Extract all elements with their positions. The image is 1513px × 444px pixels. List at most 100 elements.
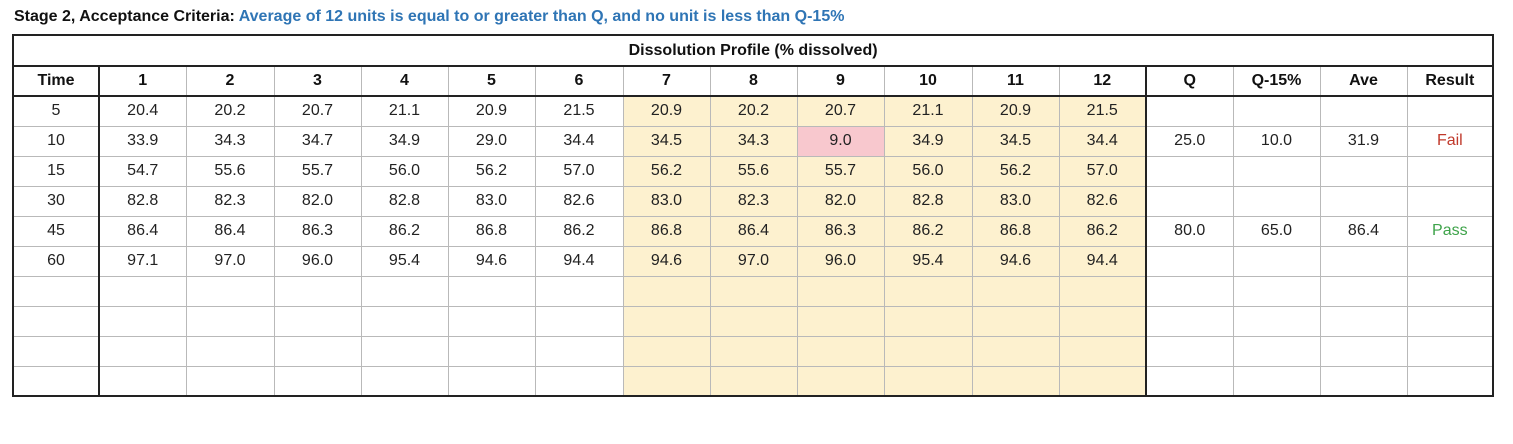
unit-cell: 55.6 [709, 155, 798, 187]
result-cell [1406, 335, 1495, 367]
unit-cell [709, 275, 798, 307]
time-cell: 15 [12, 155, 100, 187]
ave-cell [1319, 275, 1408, 307]
ave-cell: 86.4 [1319, 215, 1408, 247]
unit-cell [447, 365, 536, 397]
ave-cell: 31.9 [1319, 125, 1408, 157]
unit-cell: 34.5 [971, 125, 1060, 157]
unit-cell: 86.3 [273, 215, 362, 247]
unit-cell [273, 335, 362, 367]
unit-cell: 82.8 [883, 185, 973, 217]
q-cell: 25.0 [1145, 125, 1234, 157]
unit-cell [360, 365, 449, 397]
ave-cell [1319, 245, 1408, 277]
unit-cell [273, 305, 362, 337]
q15-cell [1232, 275, 1321, 307]
unit-cell: 55.7 [273, 155, 362, 187]
unit-cell: 94.6 [622, 245, 711, 277]
header-unit-7: 7 [622, 65, 711, 97]
unit-cell [98, 365, 187, 397]
unit-cell [883, 335, 973, 367]
ave-cell [1319, 365, 1408, 397]
unit-cell: 86.8 [447, 215, 536, 247]
unit-cell: 20.4 [98, 95, 187, 127]
unit-cell [447, 335, 536, 367]
unit-cell: 34.4 [534, 125, 624, 157]
unit-cell: 21.5 [534, 95, 624, 127]
result-cell: Fail [1406, 125, 1495, 157]
unit-cell [360, 335, 449, 367]
unit-cell: 96.0 [796, 245, 885, 277]
unit-cell: 95.4 [360, 245, 449, 277]
unit-cell [98, 275, 187, 307]
header-time: Time [12, 65, 100, 97]
unit-cell: 82.8 [98, 185, 187, 217]
q15-cell [1232, 95, 1321, 127]
header-unit-11: 11 [971, 65, 1060, 97]
unit-cell [883, 365, 973, 397]
q15-cell [1232, 155, 1321, 187]
q15-cell: 10.0 [1232, 125, 1321, 157]
unit-cell [971, 335, 1060, 367]
unit-cell [622, 305, 711, 337]
dissolution-table: Dissolution Profile (% dissolved) Time 1 2… [11, 34, 1495, 397]
unit-cell [447, 275, 536, 307]
unit-cell [360, 305, 449, 337]
unit-cell: 94.4 [534, 245, 624, 277]
unit-cell [622, 335, 711, 367]
unit-cell: 83.0 [622, 185, 711, 217]
q15-cell [1232, 335, 1321, 367]
unit-cell [971, 275, 1060, 307]
unit-cell: 33.9 [98, 125, 187, 157]
unit-cell [709, 335, 798, 367]
time-cell [12, 335, 100, 367]
table-row [12, 365, 1495, 397]
unit-cell: 83.0 [971, 185, 1060, 217]
unit-cell [622, 365, 711, 397]
q15-cell [1232, 365, 1321, 397]
table-row: 45 86.4 86.4 86.3 86.2 86.8 86.2 86.8 86.4 86.3 86… [12, 215, 1495, 247]
unit-cell [796, 335, 885, 367]
unit-cell: 20.2 [709, 95, 798, 127]
unit-cell [185, 335, 275, 367]
time-cell: 5 [12, 95, 100, 127]
unit-cell [796, 365, 885, 397]
unit-cell [534, 335, 624, 367]
unit-cell: 94.6 [971, 245, 1060, 277]
ave-cell [1319, 305, 1408, 337]
time-cell: 60 [12, 245, 100, 277]
ave-cell [1319, 155, 1408, 187]
q15-cell [1232, 185, 1321, 217]
unit-cell [534, 305, 624, 337]
result-cell [1406, 305, 1495, 337]
unit-cell: 56.0 [883, 155, 973, 187]
header-unit-6: 6 [534, 65, 624, 97]
unit-cell: 86.8 [971, 215, 1060, 247]
unit-cell: 34.9 [883, 125, 973, 157]
unit-cell: 86.2 [883, 215, 973, 247]
unit-cell: 34.5 [622, 125, 711, 157]
unit-cell: 86.4 [185, 215, 275, 247]
unit-cell [98, 335, 187, 367]
unit-cell: 20.9 [447, 95, 536, 127]
unit-cell: 56.2 [622, 155, 711, 187]
unit-cell [447, 305, 536, 337]
unit-cell: 57.0 [1058, 155, 1147, 187]
unit-cell [971, 365, 1060, 397]
unit-cell: 97.1 [98, 245, 187, 277]
q-cell [1145, 305, 1234, 337]
q-cell [1145, 185, 1234, 217]
unit-cell [185, 275, 275, 307]
unit-cell: 57.0 [534, 155, 624, 187]
header-unit-1: 1 [98, 65, 187, 97]
unit-cell: 95.4 [883, 245, 973, 277]
ave-cell [1319, 95, 1408, 127]
time-cell: 10 [12, 125, 100, 157]
unit-cell: 82.3 [709, 185, 798, 217]
header-unit-10: 10 [883, 65, 973, 97]
caption-criteria: Average of 12 units is equal to or great… [238, 8, 845, 25]
unit-cell: 54.7 [98, 155, 187, 187]
unit-cell: 86.4 [98, 215, 187, 247]
unit-cell [534, 275, 624, 307]
table-row: 5 20.4 20.2 20.7 21.1 20.9 21.5 20.9 20.2 20.7 21.… [12, 95, 1495, 127]
